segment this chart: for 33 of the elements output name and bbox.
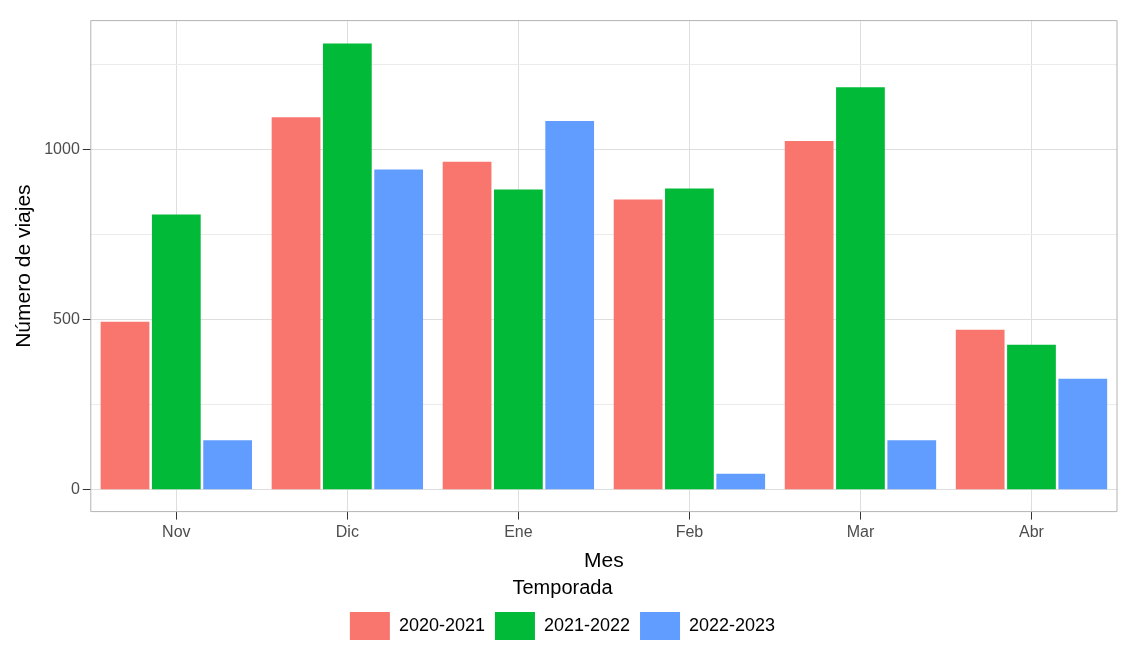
x-tick-label: Abr (1019, 522, 1045, 540)
x-tick-label: Nov (162, 522, 191, 540)
bar (1007, 344, 1056, 490)
bar (784, 140, 834, 490)
bar (613, 199, 663, 490)
bar (271, 117, 321, 490)
x-tick-label: Dic (335, 522, 359, 540)
bar (955, 329, 1005, 490)
legend-label: 2020-2021 (398, 614, 485, 635)
x-tick-label: Feb (675, 522, 704, 540)
bar (836, 87, 885, 490)
bar (374, 169, 424, 490)
bar (203, 440, 252, 490)
y-axis-title: Número de viajes (11, 184, 35, 348)
bar (442, 161, 492, 490)
bar (887, 440, 937, 490)
x-tick-label: Mar (846, 522, 875, 540)
bar (1058, 378, 1108, 490)
x-axis-title: Mes (584, 548, 624, 572)
legend-title: Temporada (512, 575, 614, 598)
bar (716, 473, 766, 490)
bar (322, 43, 372, 490)
y-tick-label: 1000 (44, 140, 80, 158)
bar (100, 321, 150, 490)
legend-label: 2021-2022 (543, 614, 631, 635)
y-tick-label: 0 (70, 480, 80, 498)
bar (545, 120, 595, 490)
bar (665, 188, 714, 490)
legend-label: 2022-2023 (689, 614, 776, 635)
x-tick-label: Ene (504, 522, 533, 540)
y-tick-label: 500 (53, 310, 80, 328)
bar (494, 189, 543, 490)
bar (151, 214, 201, 490)
